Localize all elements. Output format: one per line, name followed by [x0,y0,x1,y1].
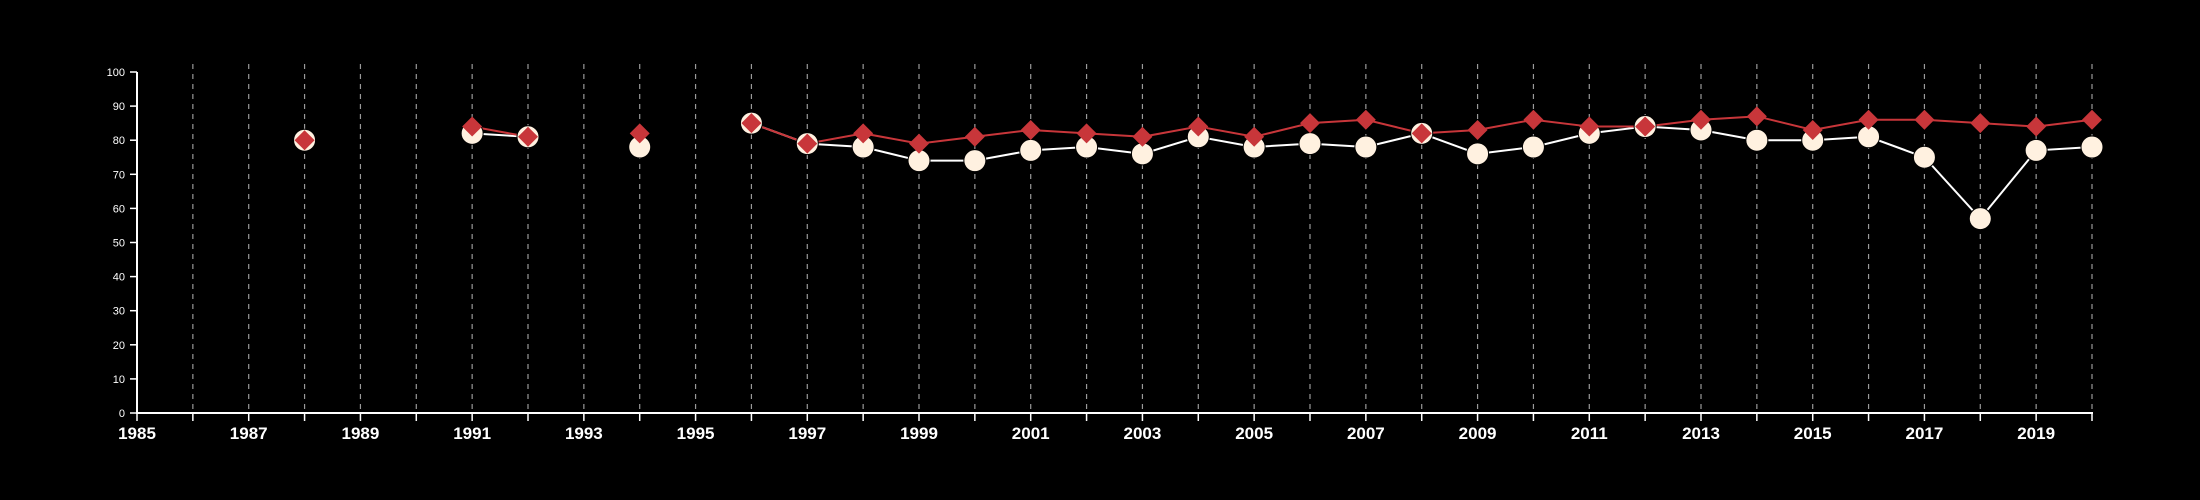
series-2-point [462,116,483,137]
x-tick-label: 1997 [788,424,826,443]
x-tick-label: 2019 [2017,424,2055,443]
y-tick-label: 10 [113,374,125,386]
series-2-point [1858,109,1879,130]
x-tick-label: 1985 [118,424,156,443]
x-tick-label: 2009 [1459,424,1497,443]
series-1-point [2024,138,2048,162]
x-tick-label: 2013 [1682,424,1720,443]
x-tick-label: 2017 [1906,424,1944,443]
y-tick-label: 60 [113,203,125,215]
series-2-point [1970,113,1991,134]
series-2-point [518,126,538,147]
y-tick-label: 30 [113,306,125,318]
series-2-point [1467,119,1488,140]
series-group [293,106,2104,231]
series-2-point [1579,116,1600,137]
series-2-point [741,113,762,134]
series-1-point [1521,135,1545,159]
y-tick-label: 20 [113,340,125,352]
y-tick-label: 0 [119,408,125,420]
series-2-point [1914,109,1935,130]
series-1-point [1745,128,1769,152]
series-2-point [1188,116,1209,137]
series-2-point [1300,113,1320,134]
series-2-point [1076,123,1097,144]
x-tick-label: 1995 [677,424,715,443]
series-2-point [797,133,818,154]
x-tick-label: 2015 [1794,424,1832,443]
axes [136,72,2093,414]
x-tick-label: 2007 [1347,424,1385,443]
y-tick-label: 40 [113,272,125,284]
series-1-point [1298,132,1322,156]
x-tick-label: 1993 [565,424,603,443]
x-axis-ticks: 1985 1987 1989 1991 1993 1995 1997 1999 2001 2003… [118,413,2093,443]
series-2-point [2082,109,2102,130]
series-2-point [294,130,315,151]
x-tick-label: 2001 [1012,424,1050,443]
y-tick-label: 80 [113,135,125,147]
y-tick-label: 70 [113,169,125,181]
series-1-point [1968,207,1992,231]
series-1-point [963,149,987,173]
x-tick-label: 2005 [1235,424,1273,443]
x-tick-label: 1991 [453,424,491,443]
y-tick-label: 90 [113,101,125,113]
series-2-point [1523,109,1544,130]
series-2-point [629,123,650,144]
x-tick-label: 1987 [230,424,268,443]
series-2-point [1746,106,1767,127]
series-2-point [1411,123,1432,144]
series-2-point [1355,109,1376,130]
x-tick-label: 1999 [900,424,938,443]
grid-lines [192,64,2093,413]
y-tick-label: 50 [113,238,125,250]
series-2-point [1802,119,1823,140]
series-2-point [964,126,985,147]
series-1-point [1354,135,1378,159]
y-axis-ticks: 0 10 20 30 40 50 60 70 80 90 100 [107,67,137,420]
series-1-point [1912,145,1936,169]
series-2-point [1244,126,1265,147]
series-2-point [909,133,929,154]
series-2-point [1635,116,1656,137]
series-1-point [2080,135,2104,159]
series-2-point [1020,119,1041,140]
x-tick-label: 2003 [1124,424,1162,443]
x-tick-label: 2011 [1571,424,1608,443]
series-1-point [1466,142,1490,166]
series-2-point [853,123,874,144]
series-2-point [1691,109,1711,130]
series-2-point [1132,126,1153,147]
series-1-point [1019,138,1043,162]
y-tick-label: 100 [107,67,125,79]
x-tick-label: 1989 [342,424,380,443]
series-2-point [2026,116,2047,137]
